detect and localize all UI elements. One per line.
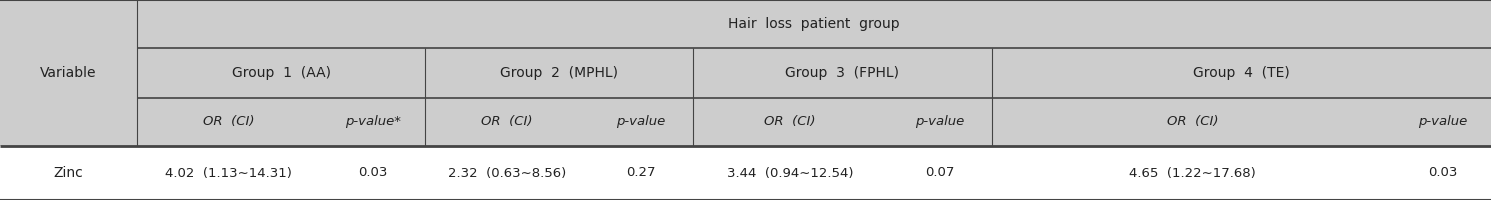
Text: 2.32  (0.63∼8.56): 2.32 (0.63∼8.56) (447, 166, 567, 180)
Text: Group  2  (MPHL): Group 2 (MPHL) (499, 66, 619, 80)
Text: Group  4  (TE): Group 4 (TE) (1193, 66, 1290, 80)
Text: 3.44  (0.94∼12.54): 3.44 (0.94∼12.54) (728, 166, 853, 180)
Text: 0.03: 0.03 (1428, 166, 1457, 180)
Text: Variable: Variable (40, 66, 97, 80)
Text: Group  1  (AA): Group 1 (AA) (231, 66, 331, 80)
Text: OR  (CI): OR (CI) (765, 116, 816, 129)
Text: 4.02  (1.13∼14.31): 4.02 (1.13∼14.31) (166, 166, 292, 180)
Text: p-value: p-value (616, 116, 666, 129)
Text: p-value: p-value (1418, 116, 1467, 129)
Bar (0, 146, 1491, 200)
Text: 0.07: 0.07 (924, 166, 954, 180)
Text: Group  3  (FPHL): Group 3 (FPHL) (786, 66, 899, 80)
Text: OR  (CI): OR (CI) (482, 116, 532, 129)
Text: OR  (CI): OR (CI) (203, 116, 255, 129)
Text: p-value: p-value (914, 116, 965, 129)
Text: p-value*: p-value* (344, 116, 401, 129)
Text: Zinc: Zinc (54, 166, 83, 180)
Text: OR  (CI): OR (CI) (1167, 116, 1218, 129)
Text: Hair  loss  patient  group: Hair loss patient group (728, 17, 901, 31)
Text: 0.03: 0.03 (358, 166, 388, 180)
Text: 0.27: 0.27 (626, 166, 656, 180)
Text: 4.65  (1.22∼17.68): 4.65 (1.22∼17.68) (1129, 166, 1257, 180)
